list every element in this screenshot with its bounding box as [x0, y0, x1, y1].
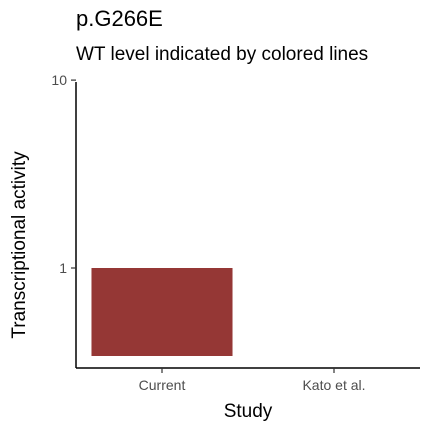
y-tick-label-10: 10 — [51, 72, 67, 88]
x-ticks: Current Kato et al. — [139, 368, 366, 393]
chart-subtitle: WT level indicated by colored lines — [76, 44, 369, 65]
y-axis-title: Transcriptional activity — [9, 151, 30, 339]
x-tick-label-current: Current — [139, 377, 186, 393]
y-tick-label-1: 1 — [59, 260, 67, 276]
x-axis-title: Study — [224, 401, 273, 422]
bars — [91, 268, 233, 356]
bar-current — [91, 268, 233, 356]
x-tick-label-kato-et-al-: Kato et al. — [302, 377, 365, 393]
axes — [75, 82, 420, 369]
y-ticks: 11050100150200250 — [51, 72, 76, 276]
chart-title: p.G266E — [76, 6, 163, 31]
